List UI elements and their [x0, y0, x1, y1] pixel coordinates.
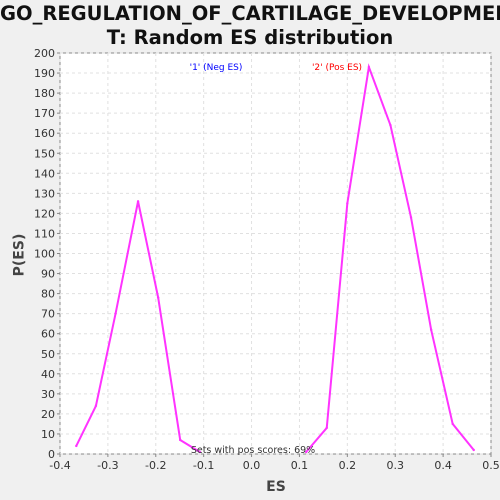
- x-axis-label: ES: [266, 479, 286, 495]
- data-point: [114, 312, 116, 314]
- x-tick-label: 0.2: [339, 459, 357, 472]
- x-tick-label: 0.1: [291, 459, 309, 472]
- data-point: [137, 200, 139, 202]
- y-axis-ticks: 0102030405060708090100110120130140150160…: [34, 47, 60, 461]
- x-tick-label: 0.0: [243, 459, 261, 472]
- x-tick-label: 0.5: [482, 459, 500, 472]
- data-point: [473, 449, 475, 451]
- y-tick-label: 100: [34, 248, 55, 261]
- data-point: [95, 405, 97, 407]
- y-tick-label: 90: [41, 268, 55, 281]
- pos-scores-annotation: Sets with pos scores: 69%: [191, 445, 315, 456]
- x-tick-label: 0.3: [386, 459, 404, 472]
- x-tick-label: 0.4: [434, 459, 452, 472]
- y-tick-label: 130: [34, 187, 55, 200]
- y-tick-label: 170: [34, 107, 55, 120]
- y-tick-label: 150: [34, 147, 55, 160]
- x-tick-label: -0.2: [145, 459, 166, 472]
- y-tick-label: 60: [41, 328, 55, 341]
- y-tick-label: 50: [41, 348, 55, 361]
- y-tick-label: 120: [34, 207, 55, 220]
- x-tick-label: -0.3: [97, 459, 118, 472]
- x-tick-label: -0.1: [193, 459, 214, 472]
- y-tick-label: 30: [41, 388, 55, 401]
- y-tick-label: 110: [34, 227, 55, 240]
- y-tick-label: 80: [41, 288, 55, 301]
- y-tick-label: 20: [41, 408, 55, 421]
- x-tick-label: -0.4: [49, 459, 70, 472]
- y-tick-label: 10: [41, 428, 55, 441]
- data-point: [157, 296, 159, 298]
- data-point: [179, 439, 181, 441]
- y-tick-label: 70: [41, 308, 55, 321]
- y-tick-label: 140: [34, 167, 55, 180]
- data-point: [410, 216, 412, 218]
- y-tick-label: 40: [41, 368, 55, 381]
- y-tick-label: 200: [34, 47, 55, 60]
- data-point: [346, 202, 348, 204]
- data-point: [430, 328, 432, 330]
- y-tick-label: 190: [34, 67, 55, 80]
- x-axis-ticks: -0.4 -0.3 -0.2 -0.1 0.0 0.1 0.2 0.3 0.4 0.5: [49, 454, 499, 472]
- data-point: [326, 427, 328, 429]
- data-point: [451, 423, 453, 425]
- data-point: [389, 124, 391, 126]
- data-point: [368, 66, 370, 68]
- legend-entry-neg-es: '1' (Neg ES): [190, 63, 243, 73]
- y-tick-label: 160: [34, 127, 55, 140]
- y-tick-label: 180: [34, 87, 55, 100]
- data-point: [75, 445, 77, 447]
- legend-entry-pos-es: '2' (Pos ES): [312, 63, 362, 73]
